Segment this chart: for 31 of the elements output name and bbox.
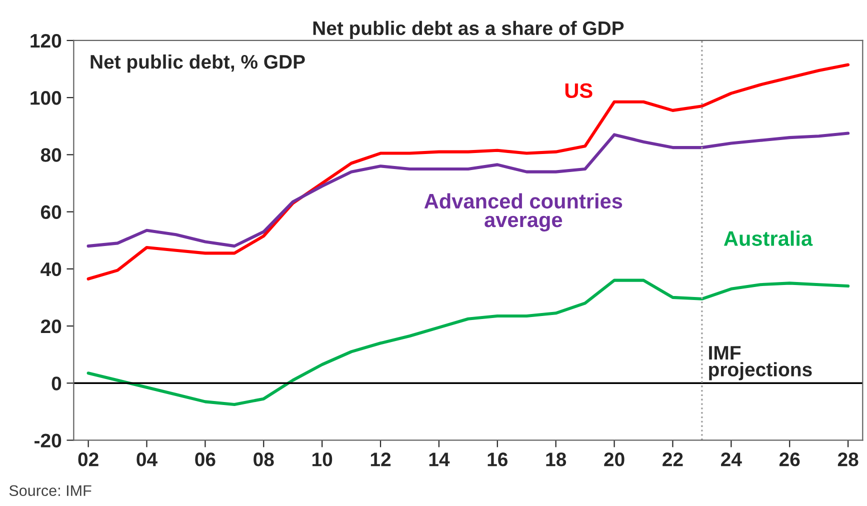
y-tick-label: 60 [40,205,62,220]
series-label: US [565,83,592,98]
x-tick-label: 04 [136,452,158,466]
y-tick-label: -20 [34,434,62,448]
x-tick-label: 10 [312,452,332,466]
chart-title: Net public debt as a share of GDP [313,20,624,39]
x-tick-label: 20 [604,452,624,466]
line-series [86,278,850,406]
y-tick-label: 0 [52,376,62,390]
x-tick-label: 22 [662,452,683,466]
x-tick-label: 28 [838,452,858,466]
x-tick-label: 18 [546,452,566,466]
series-label: Australia [724,230,813,246]
y-tick-label: 20 [40,319,62,334]
y-tick-label: 40 [40,262,62,276]
x-tick-label: 12 [370,452,391,466]
y-tick-label: 120 [30,34,62,48]
x-tick-label: 16 [488,452,508,466]
x-tick-label: 08 [254,452,274,466]
x-tick-label: 02 [78,452,98,466]
x-tick-label: 26 [779,452,800,466]
x-tick-label: 14 [429,452,450,466]
series-label: Advanced countries average [424,193,622,232]
line-series [86,132,850,248]
x-tick-label: 06 [195,452,216,466]
x-tick-label: 24 [721,452,742,466]
ref-line-label: IMF projections [709,346,812,380]
y-axis-title: Net public debt, % GDP [90,54,305,73]
source-note: Source: IMF [9,485,92,496]
y-tick-label: 100 [30,91,62,105]
y-tick-label: 80 [40,148,62,162]
